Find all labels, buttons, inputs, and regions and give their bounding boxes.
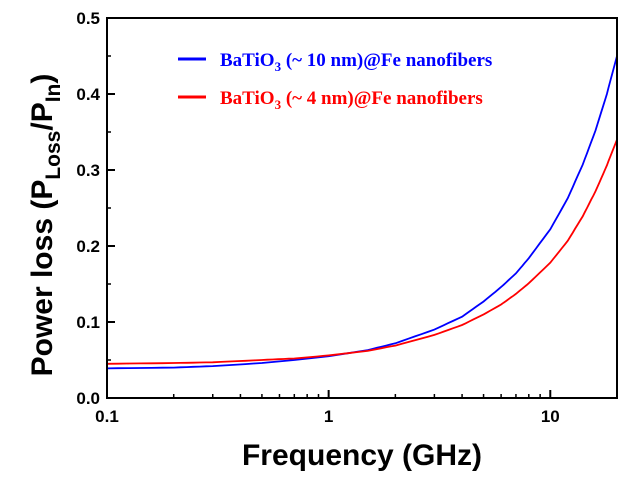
x-tick-label: 0.1 [95, 407, 119, 426]
y-tick-label: 0.0 [76, 389, 100, 408]
series-line-1 [106, 55, 618, 370]
x-axis-title: Frequency (GHz) [242, 439, 482, 472]
y-tick-label: 0.2 [76, 237, 100, 256]
y-tick-label: 0.4 [76, 85, 100, 104]
y-tick-label: 0.1 [76, 313, 100, 332]
y-axis-title: Power loss (PLoss/PIn) [26, 74, 65, 377]
legend: BaTiO3 (~ 10 nm)@Fe nanofibers BaTiO3 (~ … [178, 50, 492, 112]
x-tick-label: 1 [324, 407, 333, 426]
axes: 0.00.10.20.30.40.50.1 1 10 [76, 9, 618, 426]
x-tick-label: 10 [541, 407, 560, 426]
y-tick-label: 0.5 [76, 9, 100, 28]
legend-label-2: BaTiO3 (~ 4 nm)@Fe nanofibers [220, 88, 483, 112]
series-line-2 [106, 139, 618, 365]
plot-frame [106, 17, 618, 399]
plot-area [106, 55, 618, 370]
legend-label-1: BaTiO3 (~ 10 nm)@Fe nanofibers [220, 50, 492, 74]
y-tick-label: 0.3 [76, 161, 100, 180]
